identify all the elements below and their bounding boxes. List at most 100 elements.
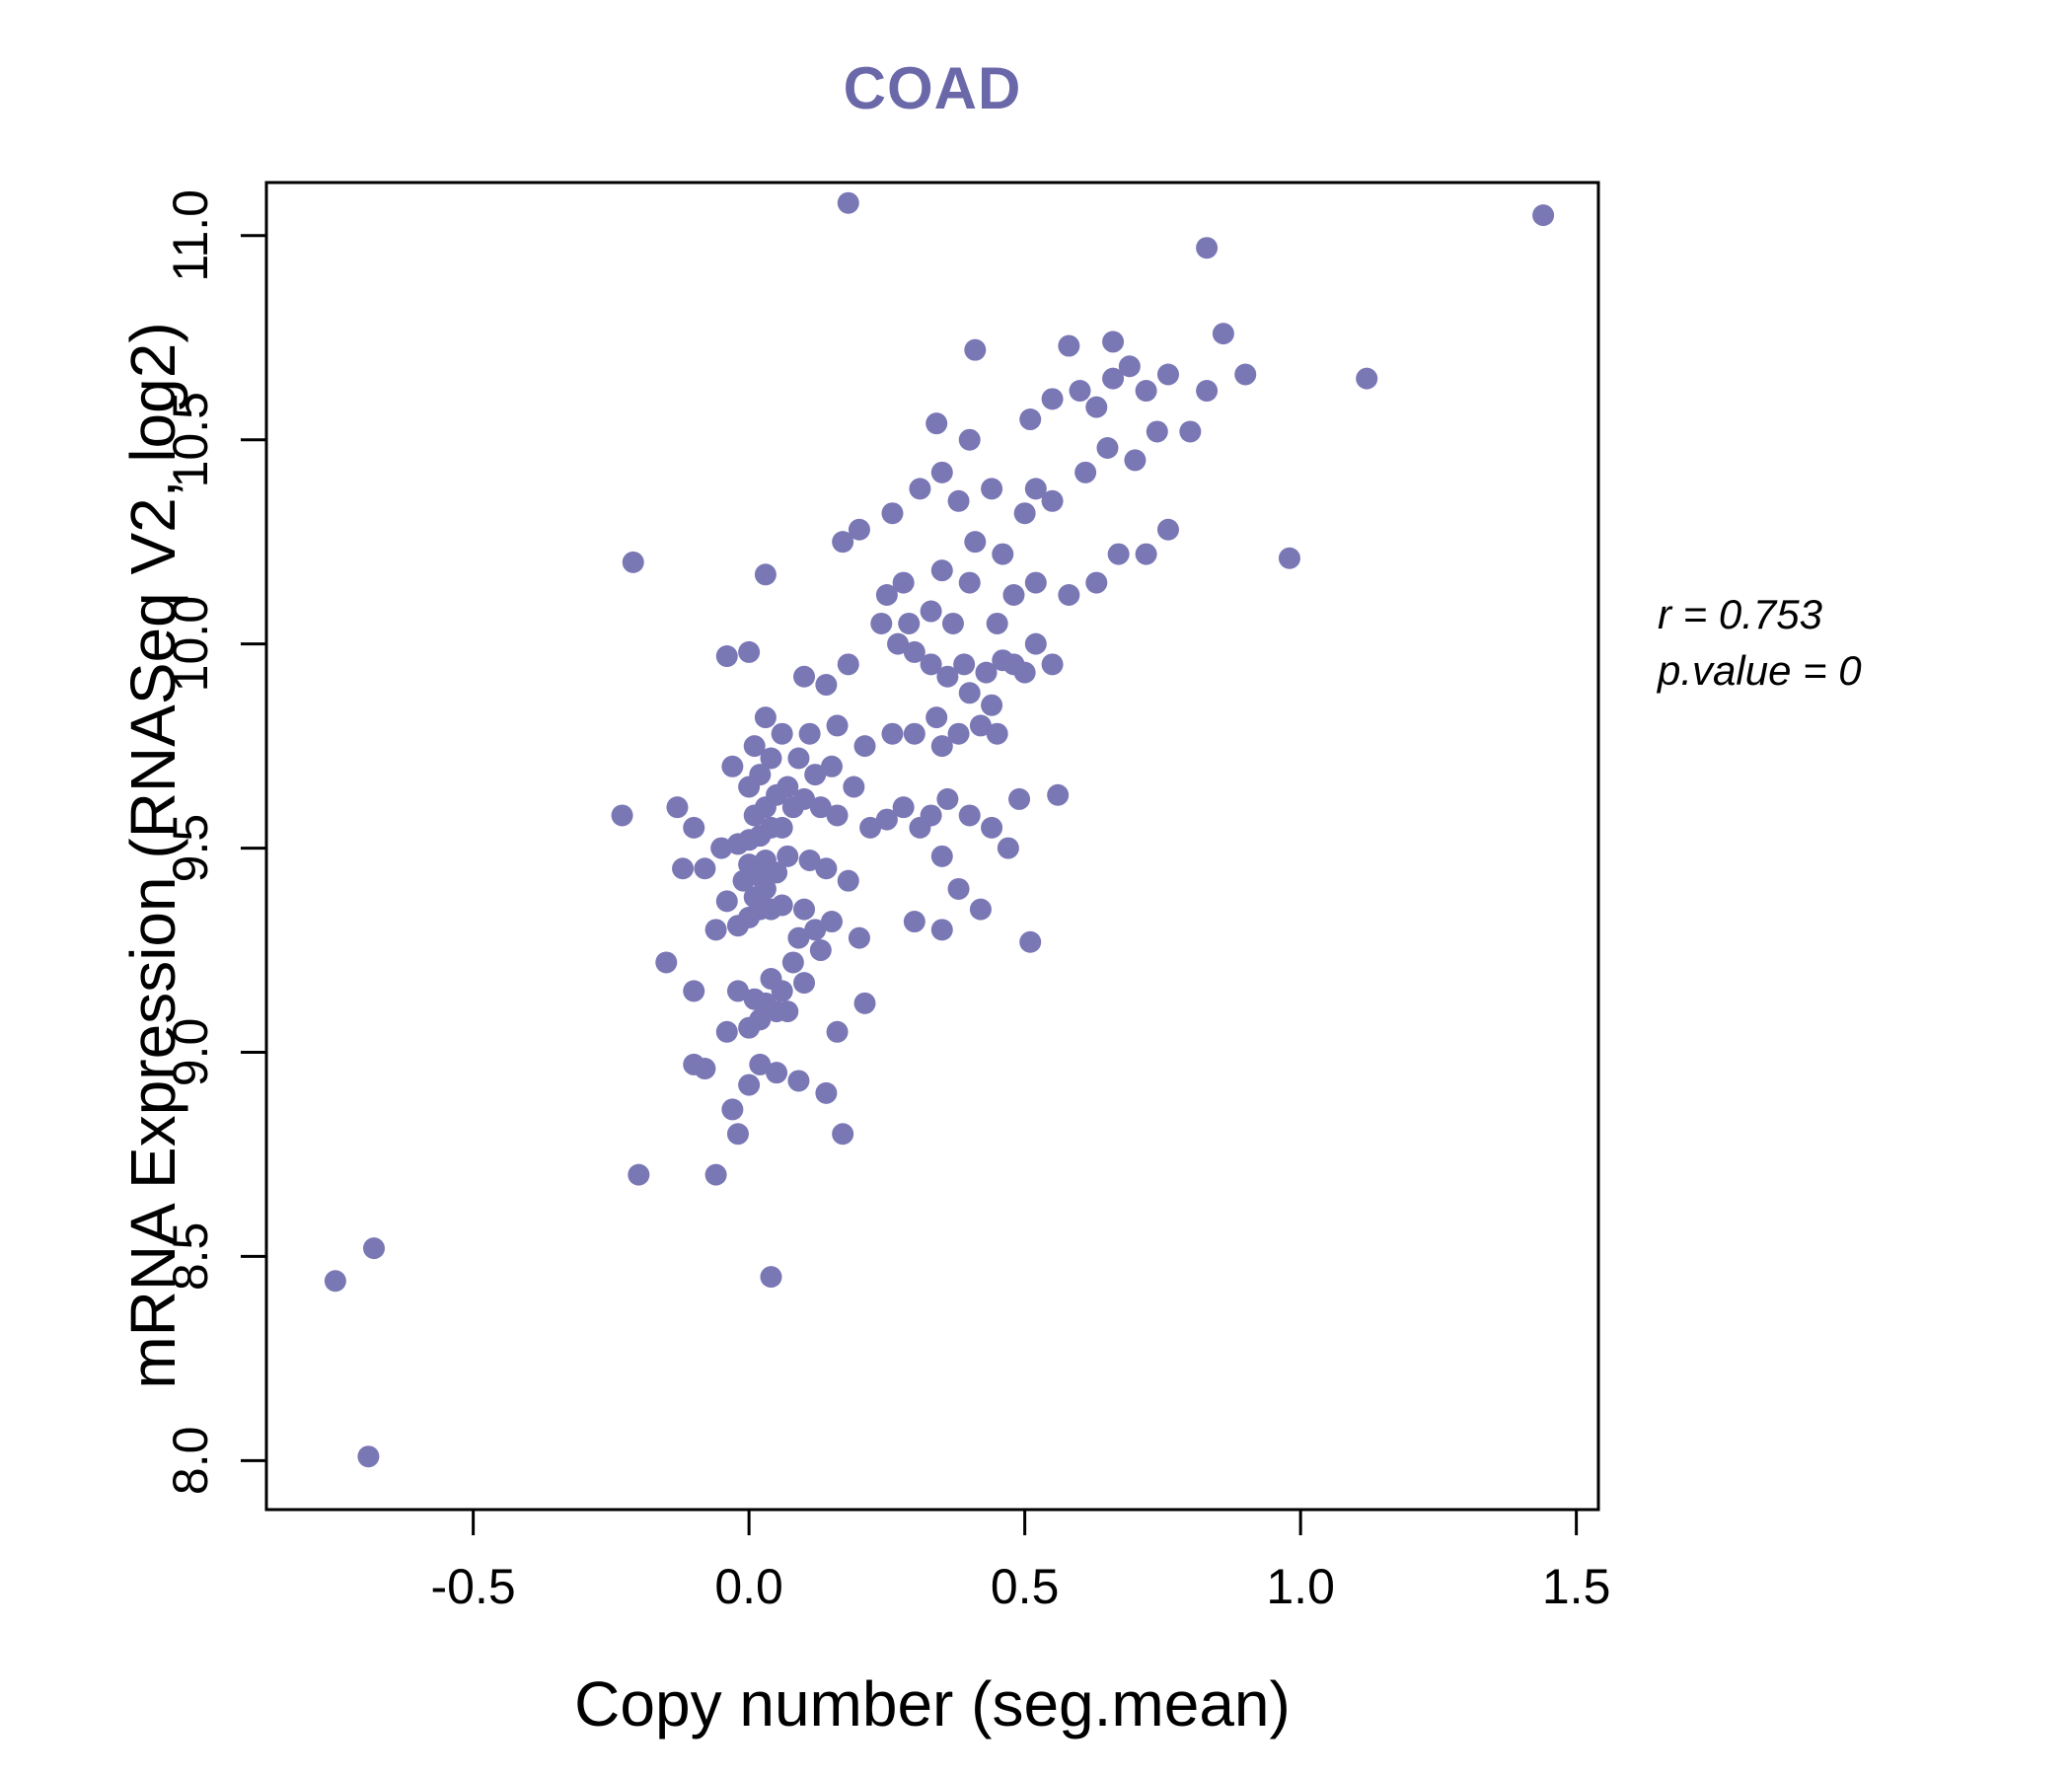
data-point xyxy=(832,531,854,554)
data-point xyxy=(787,926,810,949)
data-point xyxy=(1085,396,1108,418)
data-point xyxy=(958,428,981,451)
data-point xyxy=(781,951,804,974)
y-tick-label: 9.5 xyxy=(163,814,218,883)
data-point xyxy=(726,1123,749,1146)
data-point xyxy=(1019,930,1042,953)
data-point xyxy=(1278,547,1300,569)
data-point xyxy=(771,816,793,839)
data-point xyxy=(793,898,816,921)
data-point xyxy=(1096,437,1119,459)
data-point xyxy=(1212,323,1234,345)
data-point xyxy=(936,665,959,688)
data-point xyxy=(749,764,772,786)
data-point xyxy=(848,926,870,949)
data-point xyxy=(1102,367,1125,390)
data-point xyxy=(771,894,793,917)
data-point xyxy=(683,1053,705,1075)
data-point xyxy=(777,845,799,867)
data-point xyxy=(1102,331,1125,353)
y-tick-label: 10.5 xyxy=(163,392,218,487)
data-point xyxy=(997,837,1019,859)
data-point xyxy=(611,804,633,827)
data-point xyxy=(815,674,838,697)
data-point xyxy=(694,857,716,880)
y-tick-label: 8.5 xyxy=(163,1222,218,1292)
data-point xyxy=(683,980,705,1002)
data-point xyxy=(793,665,816,688)
stats-annotation: r = 0.753 p.value = 0 xyxy=(1658,587,1862,699)
data-point xyxy=(903,640,925,663)
data-point xyxy=(715,1020,738,1043)
data-point xyxy=(875,583,898,606)
data-point xyxy=(1156,518,1179,541)
data-point xyxy=(981,478,1003,500)
data-point xyxy=(892,571,915,594)
data-point xyxy=(798,722,821,745)
x-axis-label: Copy number (seg.mean) xyxy=(574,1668,1291,1739)
data-point xyxy=(826,1020,849,1043)
data-point xyxy=(1058,334,1080,357)
data-point xyxy=(1135,543,1157,565)
data-point xyxy=(892,796,915,819)
data-point xyxy=(964,338,987,361)
data-point xyxy=(738,640,761,663)
data-point xyxy=(1013,661,1036,684)
data-point xyxy=(704,1163,727,1186)
data-point xyxy=(930,559,953,582)
data-point xyxy=(754,849,777,871)
data-point xyxy=(853,735,876,758)
data-point xyxy=(754,563,777,586)
data-point xyxy=(981,816,1003,839)
x-tick-label: 0.0 xyxy=(714,1559,783,1614)
data-point xyxy=(749,1008,772,1031)
data-point xyxy=(721,1098,744,1121)
plot-border xyxy=(264,181,1600,1512)
data-point xyxy=(837,869,859,892)
data-point xyxy=(743,735,766,758)
data-point xyxy=(881,502,904,525)
data-point xyxy=(820,755,843,777)
data-point xyxy=(1024,632,1047,655)
data-point xyxy=(1074,461,1097,483)
data-point xyxy=(738,853,761,876)
data-point xyxy=(726,980,749,1002)
data-point xyxy=(777,1000,799,1023)
data-point xyxy=(925,706,948,729)
data-point xyxy=(715,645,738,668)
data-point xyxy=(969,898,992,921)
data-point xyxy=(909,478,931,500)
data-point xyxy=(820,911,843,933)
data-point xyxy=(1024,571,1047,594)
data-point xyxy=(1041,653,1064,676)
data-point xyxy=(666,796,689,819)
data-point xyxy=(903,722,925,745)
data-point xyxy=(930,461,953,483)
data-point xyxy=(930,919,953,941)
data-point xyxy=(363,1237,386,1260)
data-point xyxy=(815,857,838,880)
data-point xyxy=(749,1053,772,1075)
data-point xyxy=(925,412,948,435)
data-point xyxy=(710,837,733,859)
data-point xyxy=(760,968,782,990)
data-point xyxy=(809,939,832,962)
data-point xyxy=(732,869,755,892)
data-point xyxy=(958,571,981,594)
data-point xyxy=(1019,408,1042,431)
data-point xyxy=(704,919,727,941)
x-tick-label: 1.0 xyxy=(1266,1559,1335,1614)
y-tick-label: 10.0 xyxy=(163,596,218,692)
data-point xyxy=(1008,787,1031,810)
data-point xyxy=(859,816,882,839)
y-tick-label: 9.0 xyxy=(163,1018,218,1087)
data-point xyxy=(964,531,987,554)
data-point xyxy=(898,612,921,634)
data-point xyxy=(992,543,1014,565)
data-point xyxy=(655,951,678,974)
data-point xyxy=(1002,583,1025,606)
x-tick-label: 0.5 xyxy=(991,1559,1060,1614)
data-point xyxy=(958,804,981,827)
data-point xyxy=(1135,380,1157,403)
